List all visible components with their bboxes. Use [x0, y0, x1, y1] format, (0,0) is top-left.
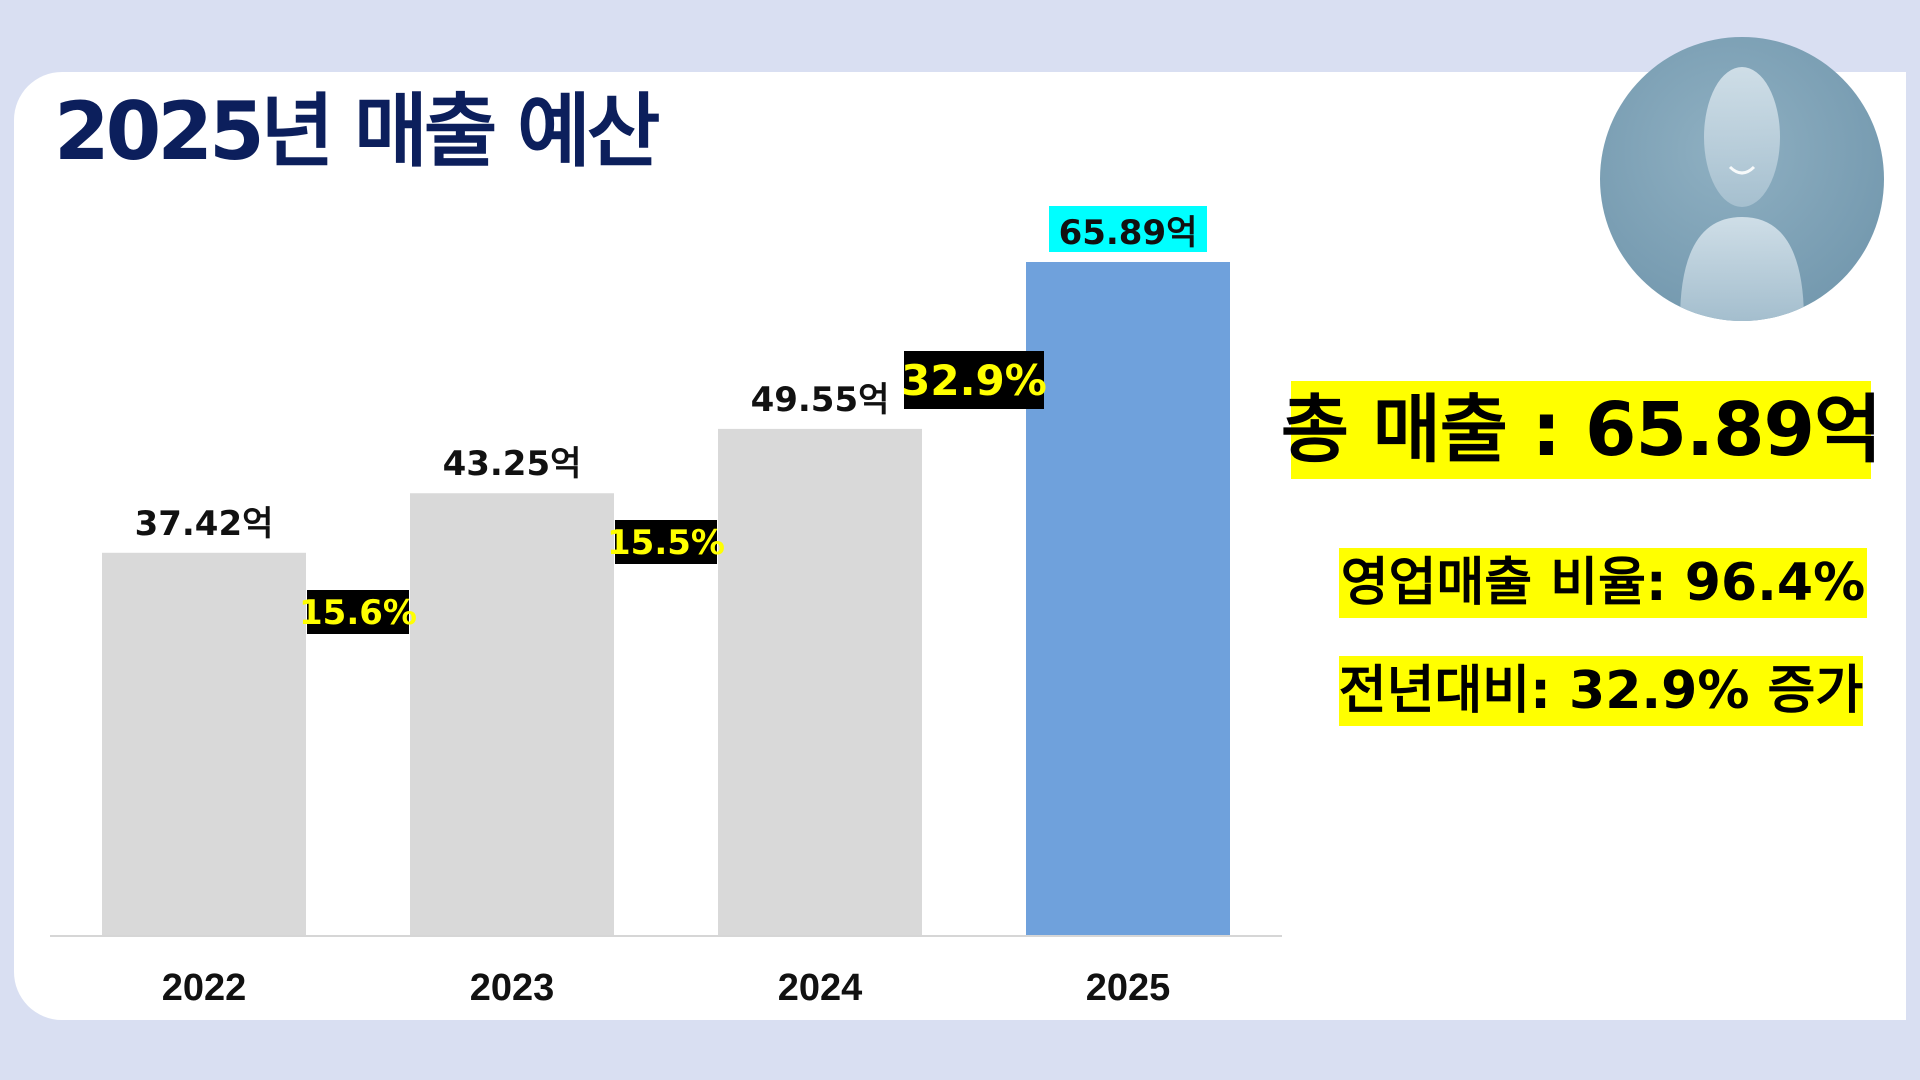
bar-2023	[410, 493, 614, 935]
bar-2024	[718, 428, 922, 935]
growth-label-2: 15.5%	[607, 523, 725, 563]
value-label-2022: 37.42억	[135, 504, 274, 544]
x-tick-label-2022: 2022	[162, 967, 247, 1009]
slide-card	[14, 72, 1906, 1020]
person-placeholder-icon	[1680, 67, 1804, 321]
x-tick-label-2024: 2024	[778, 967, 863, 1009]
growth-label-bg-2	[615, 520, 717, 564]
operating-ratio-label: 영업매출 비율: 96.4%	[1339, 548, 1867, 618]
growth-label-3: 32.9%	[901, 356, 1047, 405]
x-tick-label-2025: 2025	[1086, 967, 1171, 1009]
x-tick-label-2023: 2023	[470, 967, 555, 1009]
yoy-growth-label: 전년대비: 32.9% 증가	[1339, 656, 1863, 726]
growth-label-1: 15.6%	[299, 593, 417, 633]
page-title: 2025년 매출 예산	[54, 85, 660, 178]
total-revenue-label: 총 매출 : 65.89억	[1281, 381, 1882, 479]
revenue-bar-chart: 37.42억 2022 43.25억 2023 49.55억 2024 65.89억 2025…	[50, 206, 1282, 1009]
value-label-2025: 65.89억	[1059, 213, 1198, 253]
value-label-2024: 49.55억	[751, 380, 890, 420]
bar-2025	[1026, 262, 1230, 935]
value-label-bg-2025	[1049, 206, 1207, 252]
bar-2022	[102, 552, 306, 935]
growth-label-bg-3	[904, 351, 1044, 409]
avatar	[1600, 37, 1884, 321]
value-label-2023: 43.25억	[443, 444, 582, 484]
growth-label-bg-1	[307, 590, 409, 634]
